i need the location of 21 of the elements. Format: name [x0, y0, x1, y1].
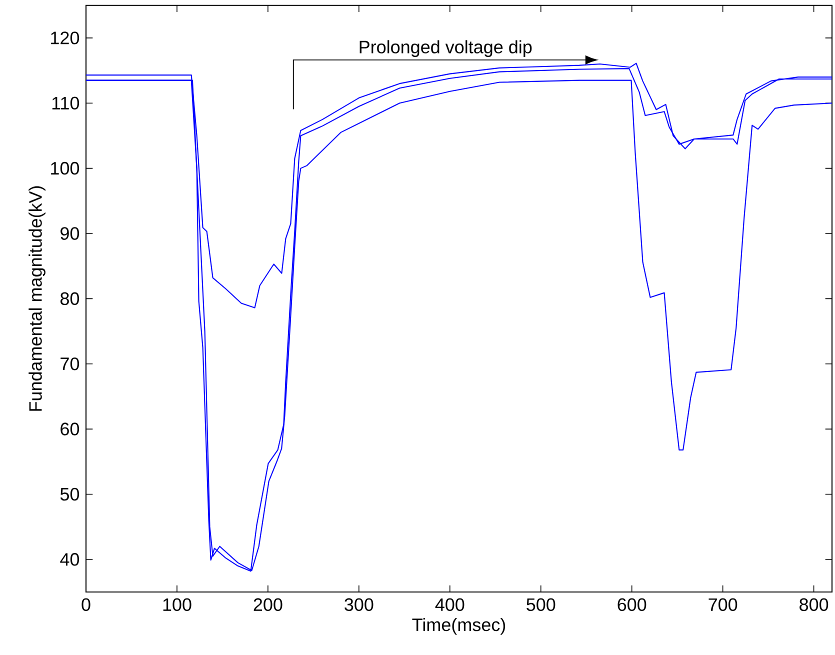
annotation: Prolonged voltage dip: [360, 40, 532, 58]
x-tick-label: 600: [618, 598, 646, 612]
y-tick-label: 90: [60, 227, 80, 240]
y-tick-label: 70: [60, 358, 80, 370]
y-tick-label: 50: [60, 488, 80, 501]
y-tick-label: 60: [60, 422, 80, 436]
x-tick-label: 400: [435, 598, 464, 612]
x-tick-label: 200: [254, 598, 282, 612]
y-tick-label: 100: [51, 162, 80, 175]
y-tick-label: 120: [51, 32, 80, 44]
y-tick-label: 110: [52, 96, 80, 110]
x-tick-label: 800: [800, 598, 828, 612]
x-tick-label: 0: [82, 598, 90, 612]
x-tick-label: 700: [708, 598, 738, 612]
y-tick-label: 40: [60, 553, 80, 566]
x-axis-title: Time(msec): [412, 618, 506, 635]
y-axis-title: Fundamental magnitude(kV): [28, 186, 46, 411]
x-tick-label: 300: [344, 598, 374, 612]
x-tick-label: 500: [526, 598, 556, 612]
y-tick-label: 80: [60, 292, 80, 306]
x-tick-label: 100: [163, 598, 192, 612]
